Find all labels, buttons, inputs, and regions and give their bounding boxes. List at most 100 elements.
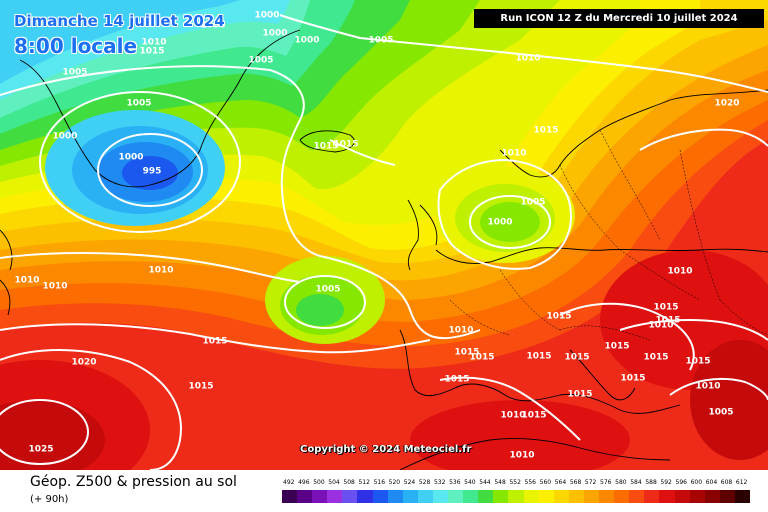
scale-swatch xyxy=(614,490,630,503)
color-scale: 492 496 500 504 508 512 516 520 524 528 532 536 540 5… xyxy=(282,479,751,509)
isobars xyxy=(0,14,768,470)
scale-swatch xyxy=(523,490,540,503)
isobar-label: 1015 xyxy=(188,382,213,392)
scale-tick-label: 568 xyxy=(569,479,582,486)
isobar-label: 1005 xyxy=(520,198,545,208)
isobar-label: 1005 xyxy=(708,408,733,418)
isobar-label: 1000 xyxy=(118,153,143,163)
scale-swatch xyxy=(583,490,600,503)
isobar-label: 1015 xyxy=(526,352,551,362)
isobar-label: 1010 xyxy=(141,38,166,48)
isobar-label: 1000 xyxy=(262,29,287,39)
z500-northsea-low-core xyxy=(480,202,540,242)
scale-tick-label: 572 xyxy=(584,479,597,486)
scale-tick-label: 600 xyxy=(690,479,703,486)
isobar-label: 1025 xyxy=(28,445,53,455)
scale-tick-label: 596 xyxy=(675,479,687,486)
isobar-label: 1000 xyxy=(487,218,512,228)
isobar-labels: 1000100010001000101010151005100510051005… xyxy=(14,11,739,461)
scale-swatch xyxy=(599,490,615,503)
z500-band-cyan xyxy=(0,0,240,84)
z500-atlantic-trough-core xyxy=(296,294,344,326)
scale-swatch xyxy=(508,490,525,503)
legend-footer: Géop. Z500 & pression au sol (+ 90h) 492… xyxy=(0,470,768,512)
isobar-label: 1015 xyxy=(521,411,546,421)
isobar-label: 1010 xyxy=(695,382,720,392)
country-borders xyxy=(449,129,768,341)
isobar-label: 1015 xyxy=(444,375,469,385)
isobar-label: 1015 xyxy=(333,140,358,150)
isobar-label: 1000 xyxy=(294,36,319,46)
isobar-label: 1015 xyxy=(533,126,558,136)
scale-tick-label: 544 xyxy=(479,479,491,486)
isobar-label: 1015 xyxy=(643,353,668,363)
scale-swatch xyxy=(312,490,328,503)
isobar-label: 1015 xyxy=(454,348,479,358)
scale-tick-label: 512 xyxy=(358,479,370,486)
z500-heat-med xyxy=(410,400,630,470)
scale-swatch xyxy=(387,490,404,503)
scale-tick-label: 528 xyxy=(418,479,431,486)
scale-tick-label: 592 xyxy=(660,479,672,486)
scale-tick-label: 496 xyxy=(298,479,310,486)
isobar-label: 1005 xyxy=(248,56,273,66)
isobar-label: 1015 xyxy=(139,47,164,57)
scale-swatch xyxy=(357,490,374,503)
isobar-label: 1020 xyxy=(71,358,96,368)
scale-tick-label: 516 xyxy=(373,479,386,486)
scale-swatch xyxy=(463,490,479,503)
isobar-label: 1005 xyxy=(62,68,87,78)
scale-tick-label: 532 xyxy=(433,479,446,486)
scale-tick-label: 500 xyxy=(313,479,325,486)
scale-swatch xyxy=(704,490,721,503)
isobar-label: 995 xyxy=(143,167,162,177)
isobar-label: 1015 xyxy=(653,303,678,313)
isobar-label: 1015 xyxy=(604,342,629,352)
isobar-label: 1010 xyxy=(500,411,525,421)
scale-tick-label: 604 xyxy=(705,479,718,486)
scale-swatch xyxy=(432,490,449,503)
isobar-label: 1010 xyxy=(509,451,534,461)
copyright-notice: Copyright © 2024 Meteociel.fr xyxy=(300,444,472,455)
isobar-label: 1010 xyxy=(14,276,39,286)
geopotential-map: 1000100010001000101010151005100510051005… xyxy=(0,0,768,470)
valid-day: Dimanche 14 juillet 2024 xyxy=(14,12,225,30)
isobar-label: 1000 xyxy=(52,132,77,142)
scale-swatch xyxy=(553,490,570,503)
z500-high-ridge-sw-core xyxy=(0,400,105,470)
isobar-label: 1010 xyxy=(148,266,173,276)
scale-swatch xyxy=(493,490,509,503)
scale-tick-label: 588 xyxy=(645,479,657,486)
scale-swatch xyxy=(282,490,298,503)
isobar-label: 1000 xyxy=(200,21,225,31)
scale-swatch xyxy=(448,490,464,503)
scale-tick-label: 612 xyxy=(735,479,748,486)
isobar-label: 1015 xyxy=(620,374,645,384)
scale-swatch xyxy=(297,490,313,503)
isobar-label: 1015 xyxy=(313,142,338,152)
isobar-label: 1015 xyxy=(469,353,494,363)
coastlines xyxy=(0,29,768,470)
scale-swatch xyxy=(719,490,736,503)
scale-tick-label: 552 xyxy=(509,479,521,486)
scale-swatch xyxy=(629,490,645,503)
scale-tick-label: 524 xyxy=(403,479,416,486)
scale-tick-label: 580 xyxy=(615,479,627,486)
isobar-label: 1000 xyxy=(254,11,279,21)
scale-tick-label: 540 xyxy=(464,479,476,486)
scale-tick-label: 608 xyxy=(720,479,733,486)
isobar-label: 1010 xyxy=(448,326,473,336)
scale-swatch xyxy=(417,490,434,503)
scale-swatch xyxy=(644,490,660,503)
isobar-label: 1020 xyxy=(714,99,739,109)
isobar-label: 1015 xyxy=(564,353,589,363)
scale-swatch xyxy=(402,490,419,503)
scale-swatch xyxy=(734,490,751,503)
scale-swatch xyxy=(538,490,555,503)
isobar-label: 1010 xyxy=(501,149,526,159)
scale-swatch xyxy=(689,490,706,503)
valid-time: 8:00 locale xyxy=(14,34,138,58)
chart-title: Géop. Z500 & pression au sol xyxy=(30,474,237,490)
scale-tick-label: 576 xyxy=(600,479,612,486)
